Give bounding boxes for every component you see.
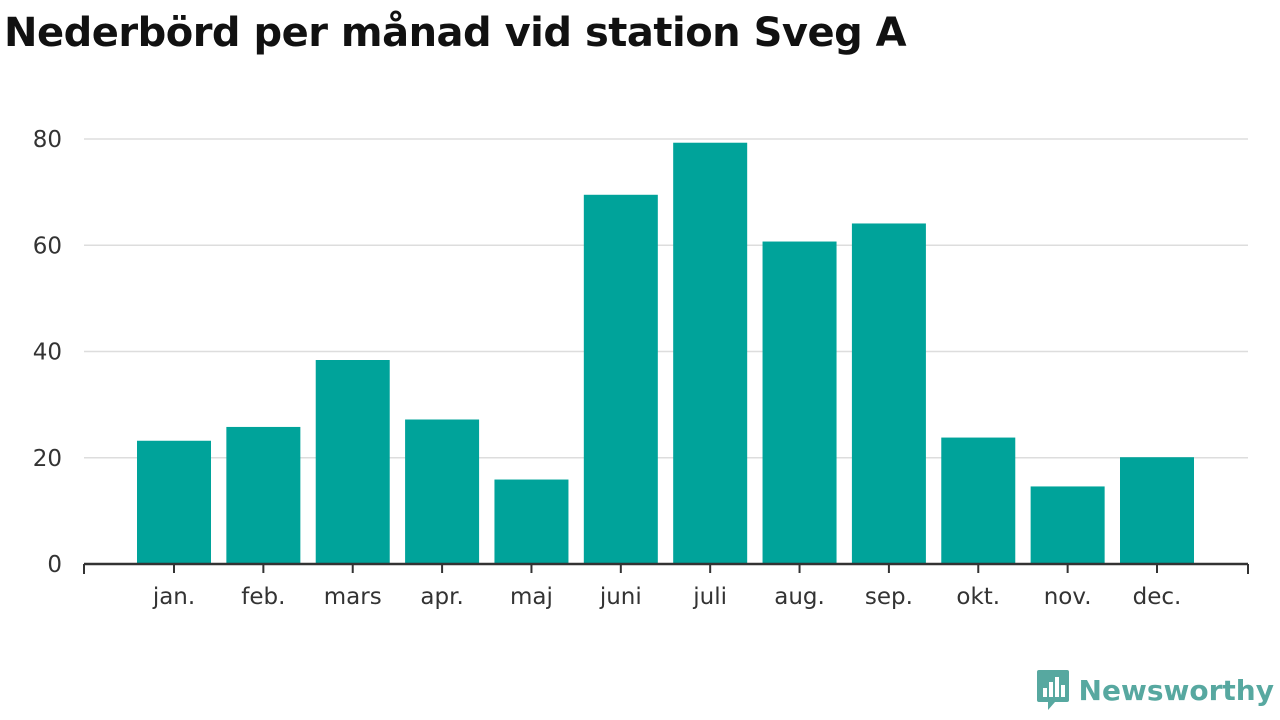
- y-tick-label: 80: [33, 127, 62, 153]
- bar: [405, 419, 480, 564]
- x-tick-label: okt.: [956, 584, 1000, 610]
- x-tick-label: juli: [692, 584, 727, 610]
- bar: [1120, 457, 1194, 564]
- y-tick-label: 60: [33, 233, 62, 259]
- bar: [941, 437, 1016, 564]
- bar: [137, 440, 211, 564]
- brand-name: Newsworthy: [1078, 673, 1274, 707]
- x-tick-label: sep.: [865, 584, 913, 610]
- x-tick-label: apr.: [420, 584, 463, 610]
- bar: [1030, 486, 1105, 564]
- x-tick-label: nov.: [1044, 584, 1092, 610]
- x-tick-label: feb.: [241, 584, 285, 610]
- chart-title: Nederbörd per månad vid station Sveg A: [4, 10, 907, 56]
- bar: [762, 241, 837, 564]
- y-tick-label: 0: [47, 552, 62, 578]
- bar: [315, 360, 390, 564]
- x-tick-label: jan.: [152, 584, 195, 610]
- bar: [226, 426, 301, 564]
- bar: [494, 479, 569, 564]
- x-tick-label: dec.: [1133, 584, 1182, 610]
- bar: [673, 142, 748, 564]
- x-tick-label: aug.: [774, 584, 825, 610]
- y-tick-label: 20: [33, 446, 62, 472]
- x-tick-label: mars: [324, 584, 382, 610]
- bar-chart-speech-bubble-icon: [1036, 670, 1069, 710]
- x-tick-label: juni: [599, 584, 642, 610]
- brand-logo: Newsworthy: [1035, 668, 1274, 712]
- x-tick-label: maj: [510, 584, 553, 610]
- y-tick-label: 40: [33, 340, 62, 366]
- bar: [851, 223, 926, 564]
- bar: [583, 194, 658, 564]
